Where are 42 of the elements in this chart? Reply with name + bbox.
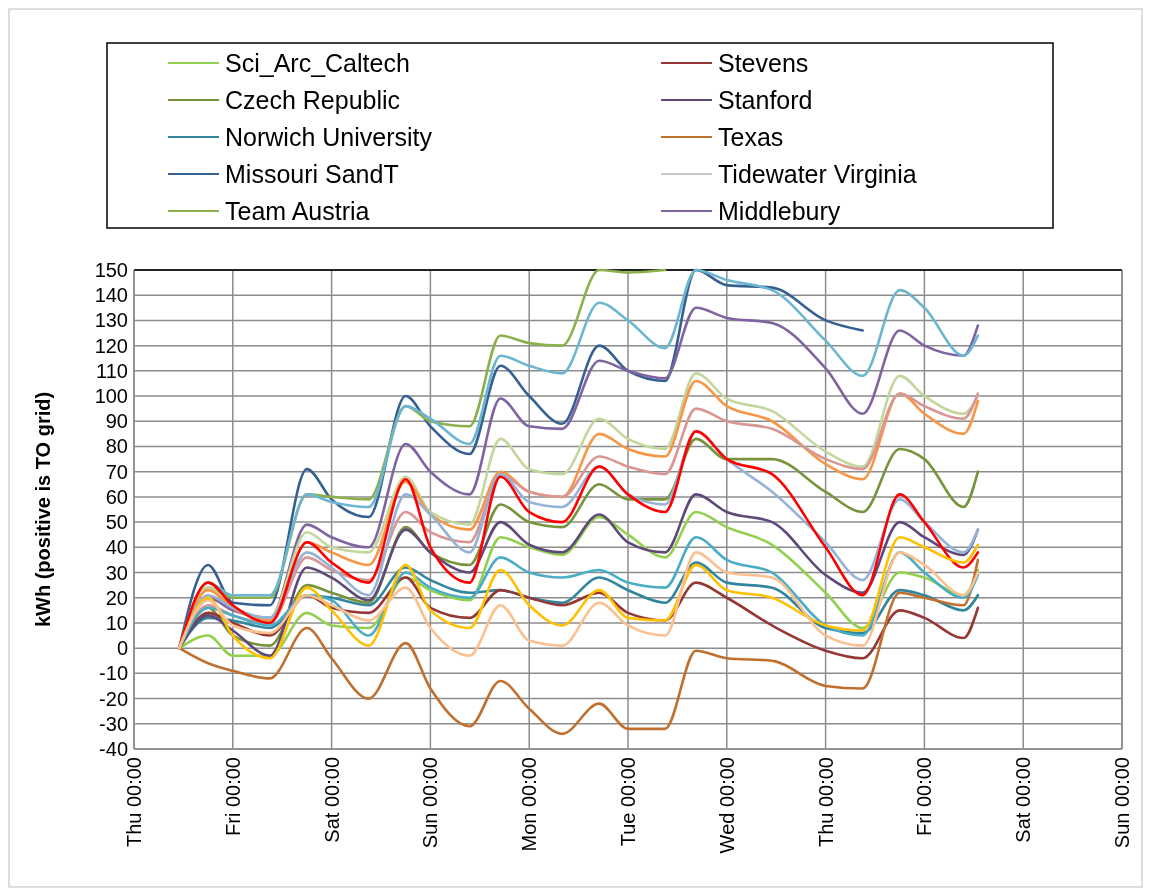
x-tick-label: Thu 00:00	[123, 757, 145, 848]
y-tick-label: 140	[94, 284, 128, 307]
y-tick-label: -10	[99, 662, 128, 685]
y-tick-label: 80	[105, 435, 128, 458]
y-tick-label: 60	[105, 485, 128, 508]
legend-label: Stevens	[718, 49, 809, 77]
x-tick-label: Fri 00:00	[221, 757, 244, 836]
legend-label: Stanford	[718, 86, 813, 114]
x-tick-label: Fri 00:00	[913, 757, 936, 836]
x-tick-label: Thu 00:00	[814, 757, 837, 848]
legend-label: Missouri SandT	[225, 160, 399, 188]
x-tick-label: Wed 00:00	[715, 757, 738, 854]
y-tick-label: 120	[94, 334, 128, 357]
y-tick-label: -20	[99, 687, 128, 710]
y-tick-label: 10	[105, 611, 128, 634]
y-tick-label: 90	[105, 410, 128, 433]
legend-label: Czech Republic	[225, 86, 401, 114]
x-tick-label: Mon 00:00	[518, 757, 541, 852]
x-tick-label: Sun 00:00	[419, 757, 442, 849]
legend-label: Norwich University	[225, 123, 433, 151]
y-axis-title: kWh (positive is TO grid)	[32, 391, 54, 628]
legend-label: Texas	[718, 123, 784, 151]
y-tick-label: 30	[105, 561, 128, 584]
y-tick-label: 40	[105, 536, 128, 559]
x-tick-label: Sat 00:00	[320, 757, 343, 843]
legend-label: Middlebury	[718, 197, 841, 225]
x-tick-label: Tue 00:00	[617, 757, 639, 847]
legend-label: Tidewater Virginia	[718, 160, 917, 188]
legend-label: Team Austria	[225, 197, 370, 225]
y-tick-label: 70	[105, 460, 128, 483]
legend-label: Sci_Arc_Caltech	[225, 49, 410, 77]
y-tick-label: 150	[94, 259, 128, 281]
y-tick-label: 0	[116, 637, 128, 660]
y-tick-label: 50	[105, 511, 128, 534]
x-tick-label: Sat 00:00	[1012, 757, 1035, 843]
y-tick-label: -30	[99, 712, 128, 735]
y-tick-label: 100	[94, 385, 128, 408]
y-tick-label: -40	[99, 738, 128, 760]
y-tick-label: 110	[96, 359, 128, 382]
x-tick-label: Sun 00:00	[1111, 757, 1133, 849]
y-tick-label: 130	[94, 309, 128, 332]
y-tick-label: 20	[105, 586, 128, 609]
